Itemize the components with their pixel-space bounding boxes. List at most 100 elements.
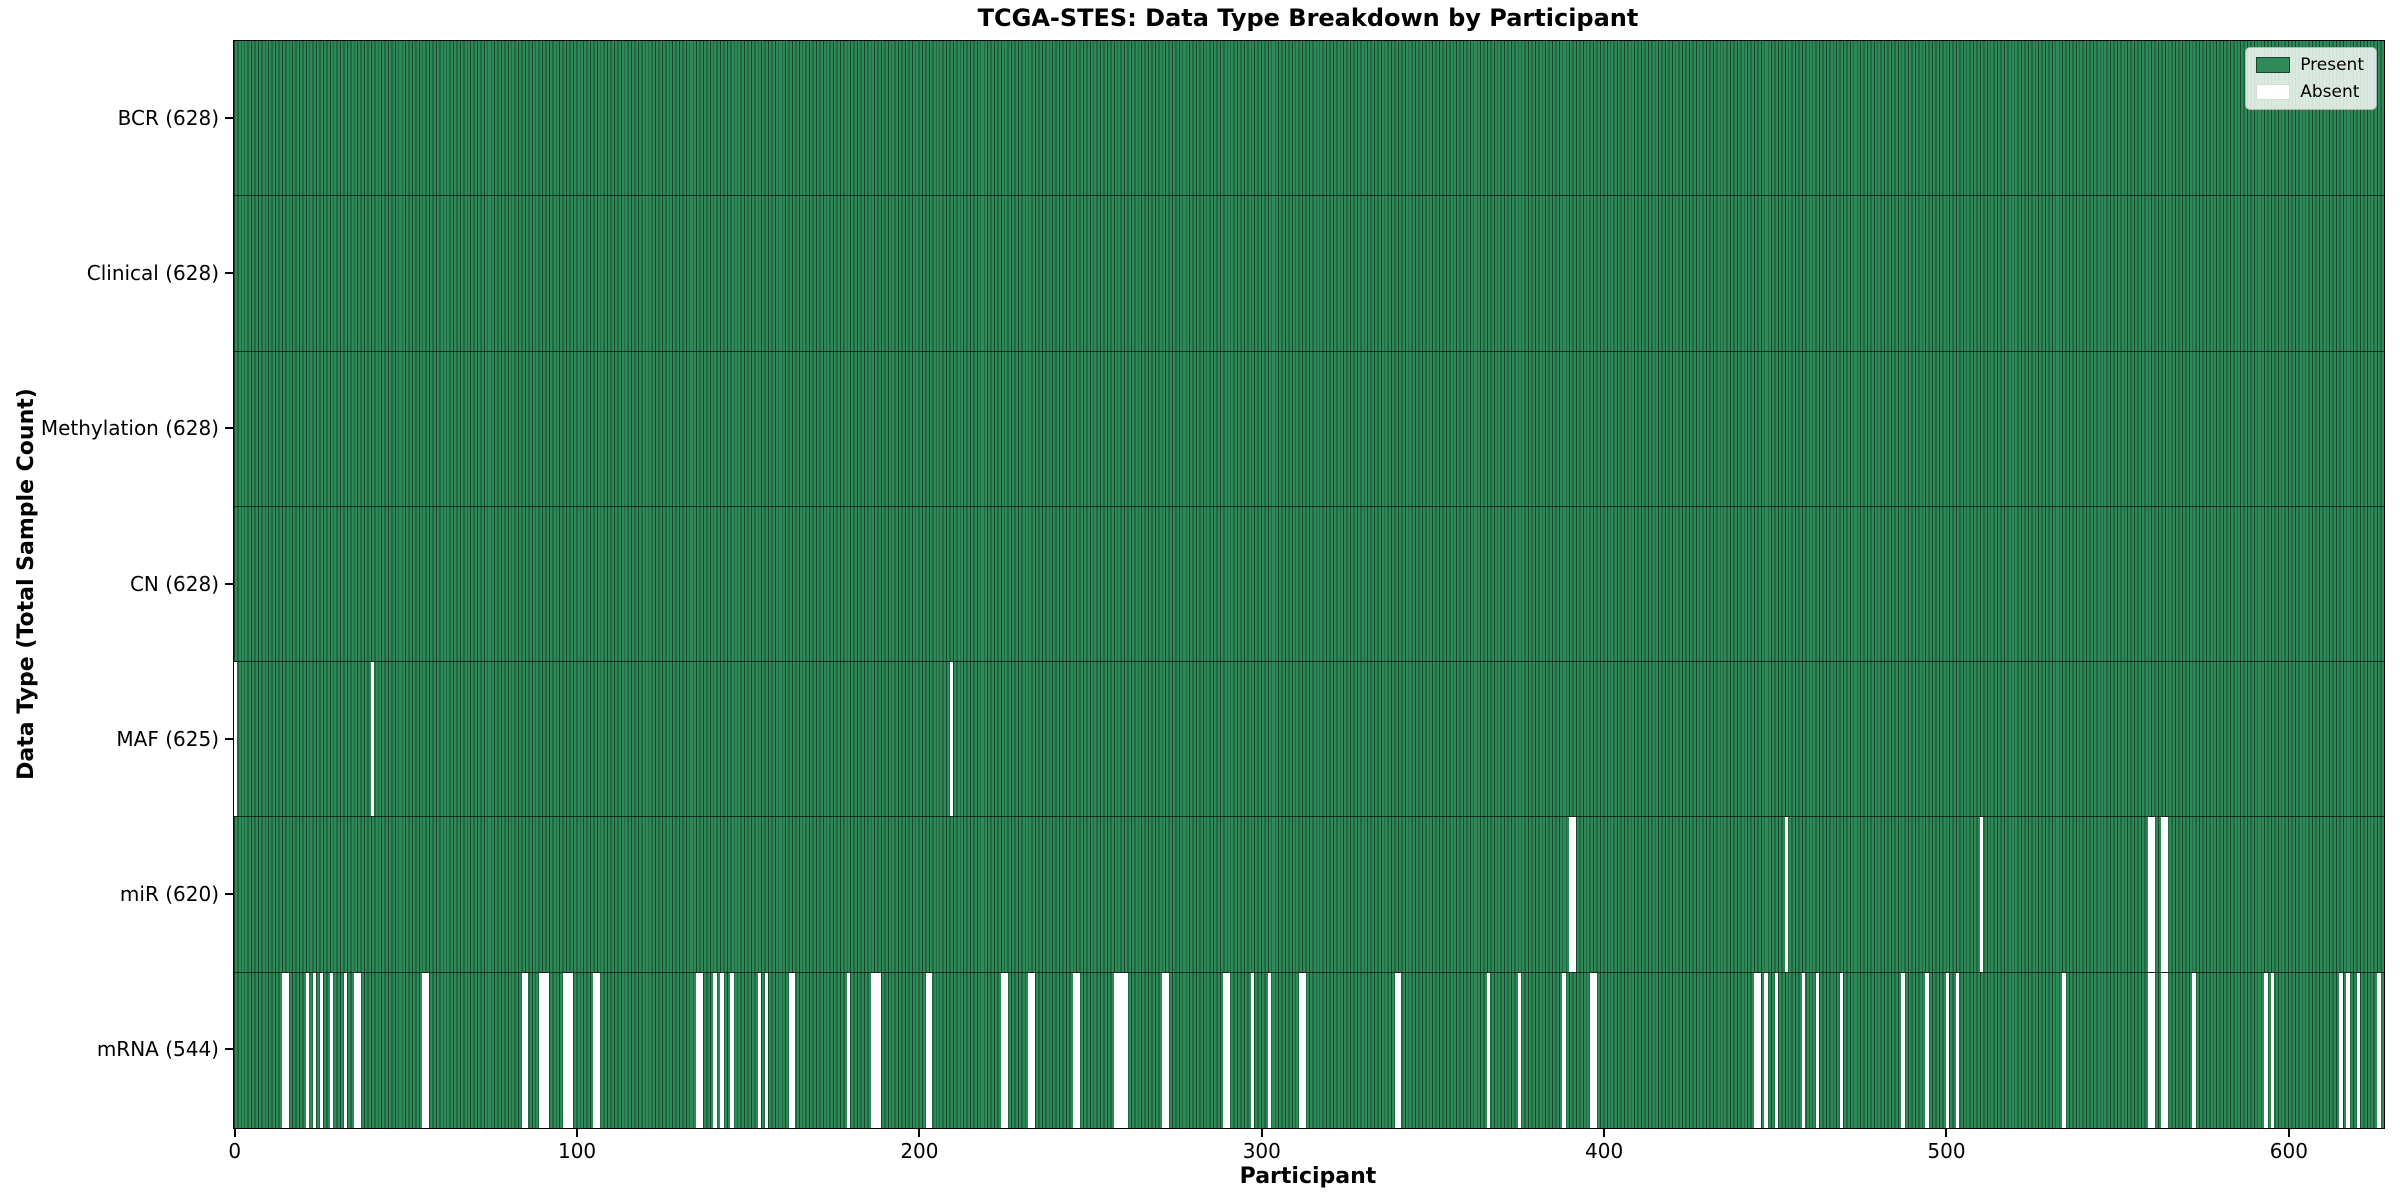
- absent-gap-mRNA-559: [2147, 972, 2152, 1128]
- x-tick-label-200: 200: [900, 1139, 939, 1163]
- absent-gap-mRNA-289: [1223, 972, 1227, 1128]
- absent-gap-miR-564: [2164, 817, 2169, 972]
- absent-gap-mRNA-224: [1000, 972, 1005, 1128]
- absent-gap-mRNA-188: [877, 972, 882, 1128]
- legend-swatch-absent-icon: [2256, 84, 2291, 100]
- absent-gap-mRNA-302: [1267, 972, 1272, 1128]
- x-tick-mark: [918, 1129, 921, 1137]
- absent-gap-MAF-209: [949, 662, 953, 817]
- row-CN: [234, 506, 2384, 663]
- absent-gap-mRNA-98: [569, 972, 573, 1128]
- row-Clinical: [234, 196, 2384, 352]
- absent-gap-mRNA-257: [1113, 972, 1118, 1128]
- y-axis-label: Data Type (Total Sample Count): [14, 388, 39, 780]
- absent-gap-mRNA-21: [305, 972, 310, 1128]
- legend-label-absent: Absent: [2300, 82, 2360, 102]
- absent-gap-mRNA-105: [593, 972, 597, 1128]
- absent-gap-mRNA-25: [319, 972, 323, 1128]
- absent-gap-mRNA-560: [2151, 972, 2155, 1128]
- x-tick-mark: [576, 1129, 579, 1137]
- absent-gap-mRNA-503: [1956, 972, 1960, 1128]
- x-tick-label-600: 600: [2269, 1139, 2308, 1163]
- absent-gap-mRNA-179: [846, 972, 851, 1128]
- absent-gap-mRNA-444: [1754, 972, 1758, 1128]
- absent-gap-mRNA-615: [2339, 972, 2343, 1128]
- absent-gap-MAF-40: [370, 662, 375, 817]
- absent-gap-mRNA-366: [1487, 972, 1491, 1128]
- absent-gap-mRNA-35: [353, 972, 358, 1128]
- plot-area: Present Absent: [233, 40, 2385, 1129]
- absent-gap-mRNA-145: [730, 972, 734, 1128]
- x-tick-label-100: 100: [557, 1139, 597, 1163]
- absent-gap-mRNA-593: [2264, 972, 2268, 1128]
- y-tick-label-Clinical: Clinical (628): [86, 260, 219, 285]
- y-tick-mark: [225, 893, 233, 896]
- absent-gap-miR-390: [1569, 817, 1573, 972]
- absent-gap-mRNA-564: [2164, 972, 2169, 1128]
- y-tick-mark: [225, 427, 233, 430]
- absent-gap-mRNA-245: [1072, 972, 1077, 1128]
- absent-gap-mRNA-97: [566, 972, 570, 1128]
- absent-gap-mRNA-258: [1117, 972, 1121, 1128]
- absent-gap-miR-559: [2147, 817, 2152, 972]
- absent-gap-mRNA-202: [925, 972, 929, 1128]
- absent-gap-mRNA-140: [713, 972, 717, 1128]
- x-tick-mark: [1260, 1129, 1263, 1137]
- absent-gap-mRNA-55: [422, 972, 426, 1128]
- legend-label-present: Present: [2300, 55, 2364, 75]
- y-tick-mark: [225, 1048, 233, 1051]
- absent-gap-mRNA-494: [1925, 972, 1929, 1128]
- y-tick-label-miR: miR (620): [119, 882, 219, 907]
- absent-gap-mRNA-106: [596, 972, 601, 1128]
- absent-gap-mRNA-246: [1076, 972, 1080, 1128]
- absent-gap-miR-453: [1784, 817, 1789, 972]
- x-tick-label-400: 400: [1585, 1139, 1624, 1163]
- absent-gap-mRNA-14: [281, 972, 286, 1128]
- x-tick-label-300: 300: [1242, 1139, 1281, 1163]
- absent-gap-mRNA-153: [757, 972, 762, 1128]
- absent-gap-mRNA-23: [312, 972, 317, 1128]
- absent-gap-mRNA-445: [1757, 972, 1761, 1128]
- absent-gap-miR-560: [2151, 817, 2155, 972]
- absent-gap-mRNA-271: [1161, 972, 1166, 1128]
- absent-gap-mRNA-162: [788, 972, 793, 1128]
- absent-gap-mRNA-155: [764, 972, 769, 1128]
- y-tick-label-mRNA: mRNA (544): [96, 1037, 219, 1062]
- legend: Present Absent: [2245, 47, 2377, 110]
- absent-gap-mRNA-375: [1517, 972, 1522, 1128]
- y-tick-mark: [225, 737, 233, 740]
- absent-gap-miR-391: [1572, 817, 1577, 972]
- y-tick-label-BCR: BCR (628): [117, 105, 219, 130]
- absent-gap-mRNA-572: [2192, 972, 2196, 1128]
- absent-gap-mRNA-462: [1815, 972, 1820, 1128]
- x-tick-mark: [233, 1129, 236, 1137]
- absent-gap-mRNA-312: [1302, 972, 1306, 1128]
- legend-swatch-present-icon: [2256, 57, 2291, 73]
- absent-gap-mRNA-163: [792, 972, 796, 1128]
- absent-gap-miR-510: [1980, 817, 1984, 972]
- absent-gap-mRNA-397: [1593, 972, 1597, 1128]
- absent-gap-mRNA-84: [521, 972, 525, 1128]
- y-tick-mark: [225, 582, 233, 585]
- absent-gap-mRNA-534: [2062, 972, 2066, 1128]
- absent-gap-mRNA-187: [874, 972, 878, 1128]
- absent-gap-mRNA-28: [329, 972, 334, 1128]
- x-tick-label-500: 500: [1927, 1139, 1966, 1163]
- absent-gap-mRNA-339: [1394, 972, 1398, 1128]
- absent-gap-mRNA-260: [1124, 972, 1128, 1128]
- legend-item-absent: Absent: [2256, 82, 2364, 102]
- absent-gap-mRNA-90: [542, 972, 546, 1128]
- row-MAF: [234, 662, 2384, 818]
- absent-gap-mRNA-487: [1901, 972, 1905, 1128]
- x-axis-label: Participant: [1239, 1164, 1377, 1189]
- absent-gap-mRNA-186: [870, 972, 875, 1128]
- absent-gap-mRNA-620: [2356, 972, 2361, 1128]
- y-tick-label-CN: CN (628): [129, 571, 219, 596]
- absent-gap-mRNA-396: [1589, 972, 1594, 1128]
- absent-gap-mRNA-469: [1839, 972, 1844, 1128]
- absent-gap-mRNA-96: [562, 972, 567, 1128]
- absent-gap-miR-563: [2161, 817, 2165, 972]
- absent-gap-mRNA-32: [343, 972, 347, 1128]
- absent-gap-mRNA-85: [525, 972, 529, 1128]
